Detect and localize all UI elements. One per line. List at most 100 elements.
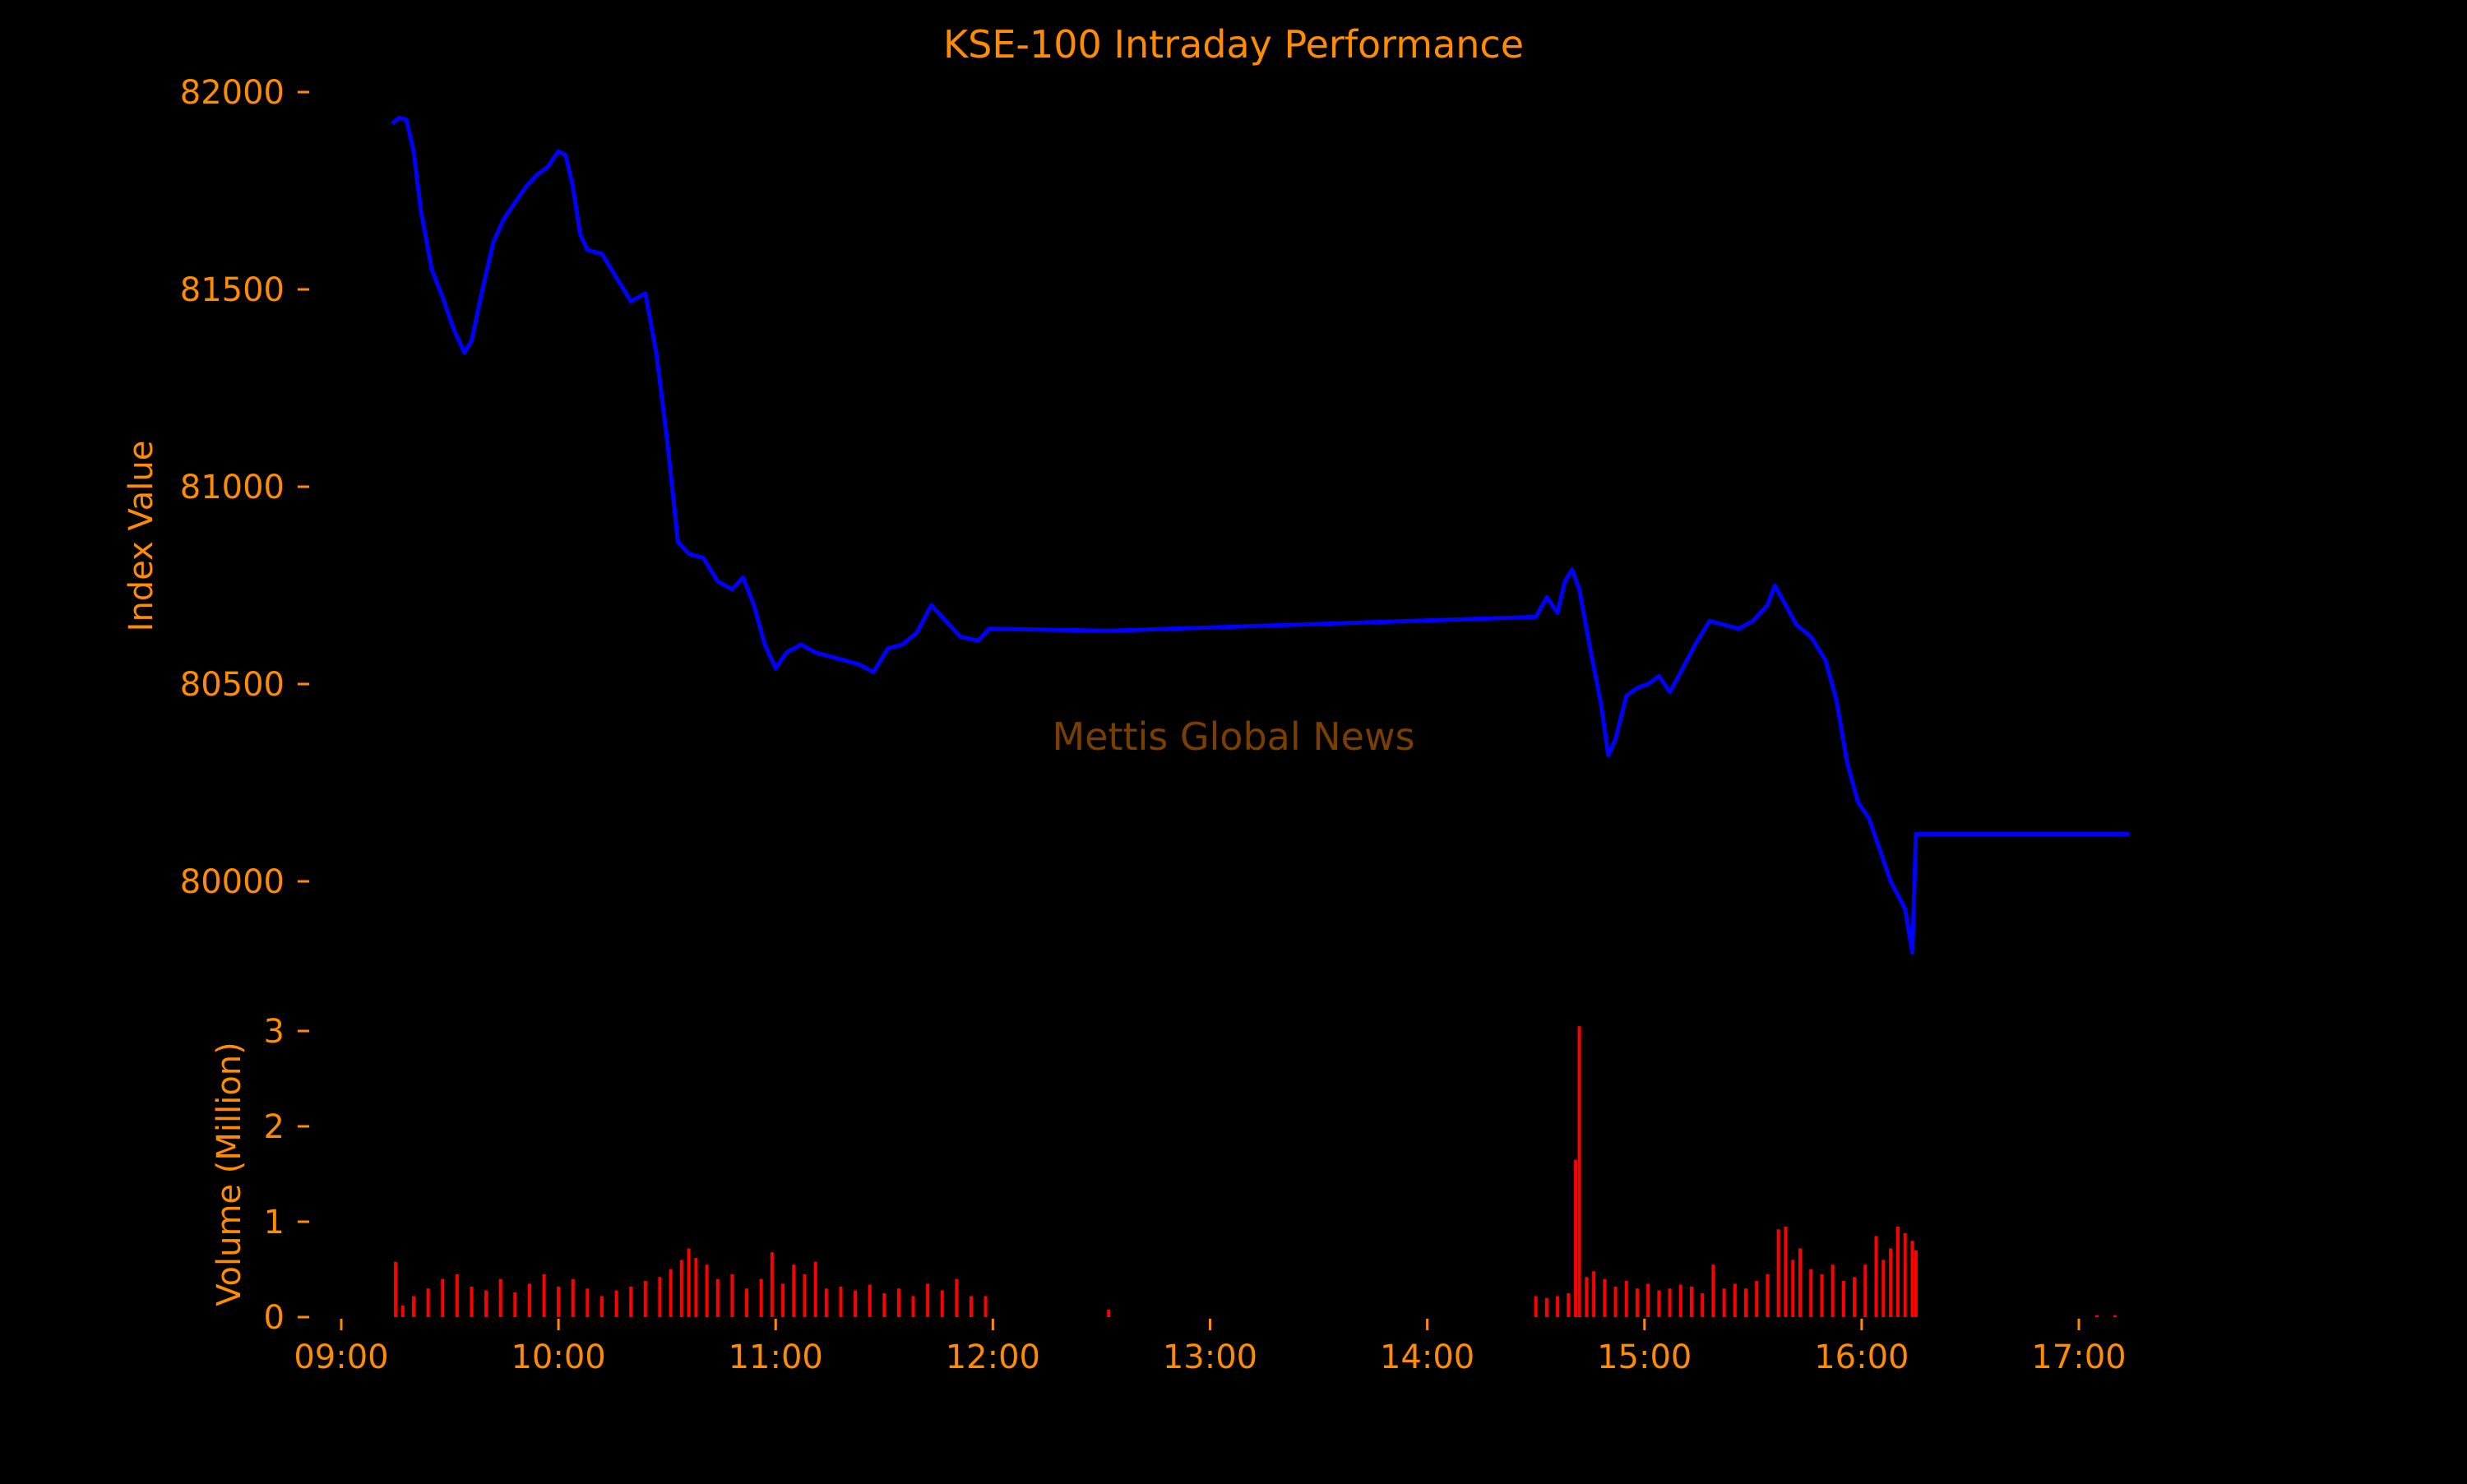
- x-tick-label: 13:00: [1163, 1338, 1257, 1376]
- volume-bar: [955, 1278, 959, 1317]
- volume-bar: [441, 1278, 445, 1317]
- volume-y-tick-label: 2: [264, 1108, 285, 1146]
- volume-bar: [1613, 1286, 1618, 1317]
- y-axis-label-volume: Volume (Million): [211, 1042, 248, 1306]
- volume-bar: [803, 1274, 807, 1317]
- price-y-tick-label: 81000: [180, 469, 285, 506]
- y-axis-label-index: Index Value: [123, 441, 160, 632]
- volume-bar: [1678, 1284, 1682, 1317]
- volume-bar: [730, 1274, 734, 1317]
- volume-bar: [2095, 1315, 2099, 1317]
- volume-bar: [629, 1286, 633, 1317]
- volume-bar: [868, 1284, 872, 1317]
- volume-bar: [542, 1274, 546, 1317]
- volume-bar: [1881, 1260, 1886, 1317]
- volume-bar: [527, 1283, 531, 1317]
- volume-y-tick-label: 3: [264, 1013, 285, 1051]
- volume-bar: [694, 1258, 698, 1317]
- volume-bar: [470, 1286, 474, 1317]
- volume-bar: [1874, 1236, 1878, 1317]
- volume-bar: [984, 1296, 988, 1317]
- volume-bar: [1624, 1280, 1628, 1317]
- volume-bar: [770, 1252, 774, 1317]
- volume-bar: [557, 1286, 561, 1317]
- volume-bar: [705, 1264, 709, 1317]
- volume-bar: [484, 1290, 488, 1317]
- volume-bar: [1820, 1274, 1824, 1317]
- x-tick-label: 14:00: [1380, 1338, 1474, 1376]
- volume-bar: [1668, 1288, 1672, 1317]
- volume-bar: [1831, 1264, 1835, 1317]
- volume-bar: [586, 1288, 590, 1317]
- volume-bar: [1755, 1280, 1759, 1317]
- volume-bar: [2113, 1315, 2118, 1317]
- volume-bar: [400, 1306, 405, 1317]
- volume-bar: [394, 1261, 398, 1317]
- x-tick-label: 09:00: [294, 1338, 388, 1376]
- volume-bar: [792, 1264, 796, 1317]
- volume-bar: [926, 1283, 930, 1317]
- x-tick-label: 17:00: [2031, 1338, 2126, 1376]
- volume-bar: [1744, 1288, 1748, 1317]
- volume-y-ticks: 0 1 2 3: [264, 1013, 309, 1337]
- volume-bar: [813, 1261, 817, 1317]
- volume-bar: [1534, 1296, 1538, 1317]
- volume-bar: [426, 1288, 430, 1317]
- volume-bar: [1791, 1260, 1795, 1317]
- volume-bar: [896, 1288, 900, 1317]
- volume-bars: [394, 1026, 2118, 1317]
- volume-bar: [1657, 1290, 1661, 1317]
- x-tick-label: 10:00: [511, 1338, 605, 1376]
- volume-bar: [854, 1290, 858, 1317]
- volume-bar: [1733, 1283, 1737, 1317]
- volume-bar: [1895, 1226, 1900, 1317]
- volume-bar: [1889, 1248, 1893, 1317]
- volume-bar: [1107, 1309, 1111, 1317]
- volume-y-tick-label: 0: [264, 1299, 285, 1337]
- volume-bar: [1689, 1286, 1693, 1317]
- x-tick-label: 11:00: [729, 1338, 823, 1376]
- price-y-tick-label: 80000: [180, 863, 285, 901]
- volume-bar: [455, 1274, 459, 1317]
- volume-bar: [1863, 1264, 1868, 1317]
- volume-bar: [940, 1290, 944, 1317]
- volume-bar: [759, 1278, 763, 1317]
- volume-bar: [1910, 1241, 1914, 1317]
- price-y-tick-label: 81500: [180, 271, 285, 309]
- volume-bar: [1585, 1277, 1589, 1317]
- volume-bar: [658, 1277, 662, 1317]
- volume-bar: [1914, 1250, 1918, 1317]
- volume-bar: [882, 1293, 886, 1317]
- volume-bar: [571, 1278, 575, 1317]
- price-y-ticks: 80000 80500 81000 81500 82000: [180, 74, 309, 901]
- volume-bar: [839, 1286, 843, 1317]
- volume-bar: [1577, 1026, 1581, 1317]
- volume-bar: [1544, 1297, 1548, 1317]
- volume-bar: [1574, 1159, 1578, 1317]
- volume-bar: [1809, 1269, 1813, 1317]
- x-tick-label: 12:00: [946, 1338, 1040, 1376]
- volume-bar: [1592, 1271, 1596, 1317]
- volume-bar: [1556, 1296, 1560, 1317]
- volume-bar: [1766, 1274, 1770, 1317]
- volume-bar: [1784, 1226, 1788, 1317]
- volume-bar: [412, 1296, 416, 1317]
- volume-bar: [614, 1290, 618, 1317]
- volume-bar: [1711, 1264, 1715, 1317]
- volume-y-tick-label: 1: [264, 1204, 285, 1241]
- volume-bar: [1701, 1293, 1705, 1317]
- volume-bar: [824, 1288, 828, 1317]
- volume-bar: [1841, 1280, 1845, 1317]
- volume-bar: [513, 1292, 517, 1317]
- volume-bar: [1853, 1277, 1857, 1317]
- price-y-tick-label: 80500: [180, 666, 285, 704]
- volume-bar: [1646, 1283, 1650, 1317]
- volume-bar: [599, 1296, 604, 1317]
- watermark-text: Mettis Global News: [1052, 714, 1414, 759]
- volume-bar: [687, 1248, 691, 1317]
- volume-bar: [1567, 1293, 1571, 1317]
- volume-bar: [643, 1280, 647, 1317]
- price-line-group: [391, 115, 2130, 955]
